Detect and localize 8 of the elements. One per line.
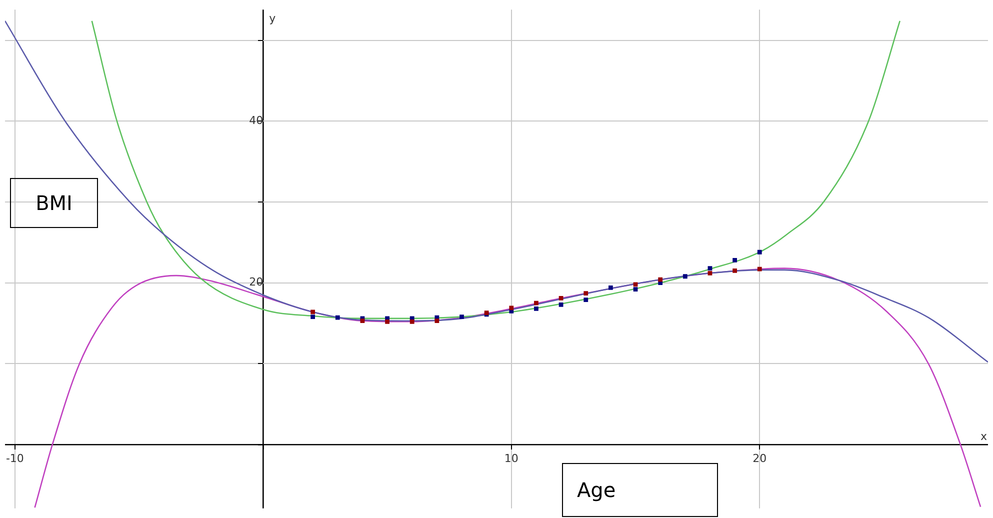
- text-box: Age: [562, 463, 718, 517]
- x-tick-label: 20: [752, 452, 767, 465]
- annotation: x: [980, 430, 988, 443]
- x-tick-label: 10: [504, 452, 518, 465]
- y-tick-label: 40: [249, 114, 264, 128]
- text-box: BMI: [10, 178, 98, 228]
- annotation: y: [269, 12, 276, 25]
- x-tick-label: -10: [6, 452, 24, 465]
